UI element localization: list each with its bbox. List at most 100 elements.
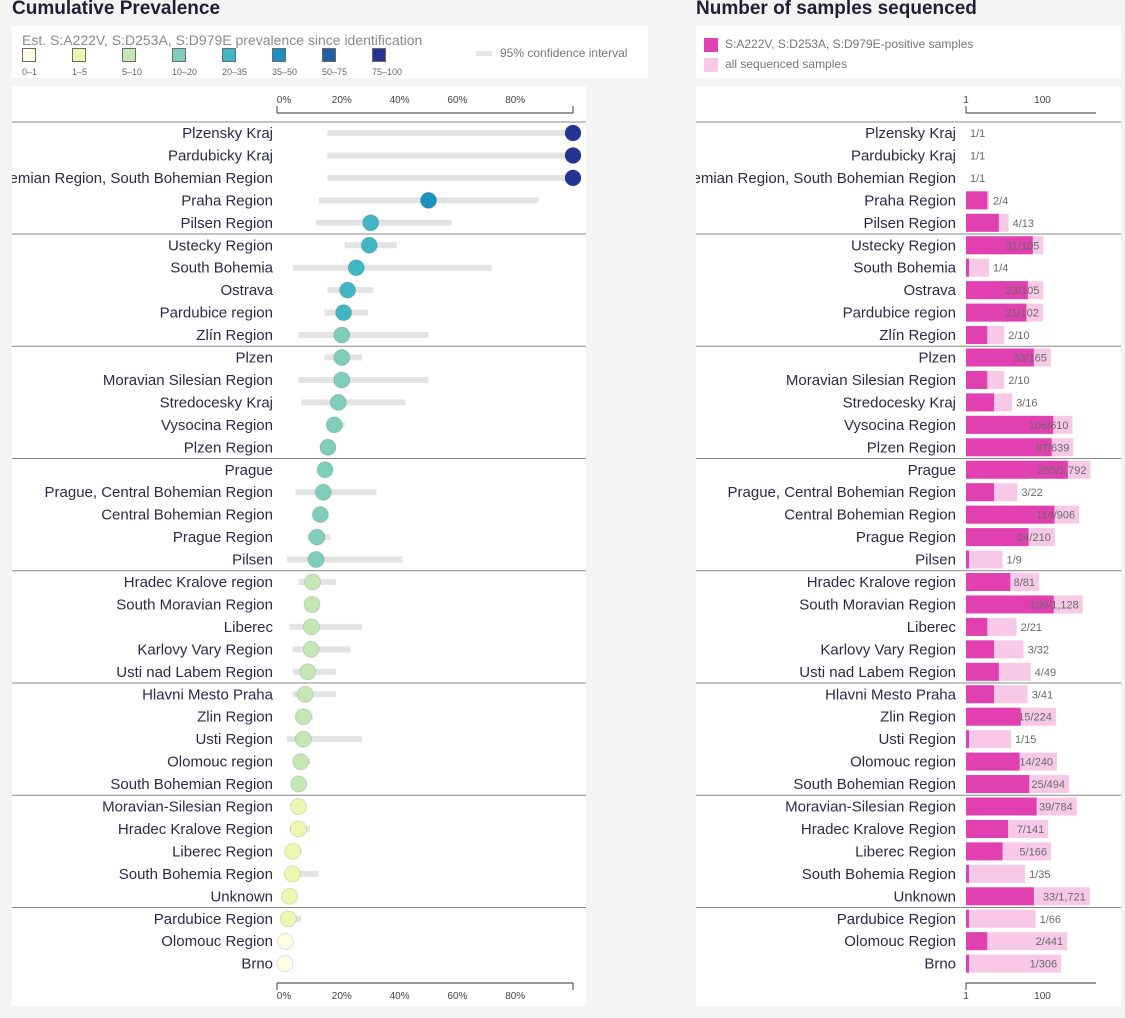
prevalence-row-south-bohemia-region: South Bohemia Region — [119, 865, 319, 883]
prevalence-dot — [284, 842, 302, 860]
samples-row-ostrava: Ostrava 23/105 — [903, 281, 1044, 300]
positive-samples-bar — [966, 483, 995, 502]
sample-count-label: 1/9 — [1007, 555, 1022, 567]
region-label: Hradec Kralove region — [807, 574, 956, 591]
samples-row-pardubice-region: Pardubice Region 1/66 — [837, 909, 1061, 928]
samples-row-liberec: Liberec 2/21 — [907, 617, 1042, 636]
region-label: South Bohemia Region — [119, 866, 273, 883]
region-label: Olomouc Region — [161, 933, 273, 950]
region-label: Zlin Region — [197, 709, 273, 726]
prevalence-row-brno: Brno — [241, 955, 294, 973]
top-axis-tick-label: 20% — [332, 95, 352, 106]
legend-bin-swatch — [322, 48, 336, 62]
ci-legend-label: 95% confidence interval — [500, 46, 628, 60]
region-label: Olomouc region — [850, 754, 956, 771]
sample-count-label: 33/165 — [1013, 353, 1047, 365]
region-label: Prague Region — [856, 529, 956, 546]
prevalence-chart-title: Cumulative Prevalence — [12, 0, 221, 19]
prevalence-dot — [289, 798, 307, 815]
prevalence-row-south-bohemian-region: South Bohemian Region — [110, 775, 308, 793]
region-label: South Bohemia — [853, 260, 956, 277]
prevalence-dot — [319, 438, 337, 456]
prevalence-row-pilsen: Pilsen — [232, 551, 403, 569]
sample-count-label: 33/1,721 — [1043, 891, 1086, 903]
sample-count-label: 21/102 — [1005, 308, 1039, 320]
top-axis-tick-label: 40% — [390, 95, 410, 106]
prevalence-row-plzensky-kraj: Plzensky Kraj — [182, 124, 582, 142]
positive-samples-bar — [966, 864, 969, 883]
samples-row-unknown: Unknown 33/1,721 — [893, 887, 1090, 906]
prevalence-dot — [333, 371, 351, 389]
region-label: Prague Region — [173, 529, 273, 546]
region-label: Liberec Region — [855, 843, 956, 860]
region-label: Liberec Region — [172, 843, 273, 860]
positive-samples-legend-label: S:A222V, S:D253A, S:D979E-positive sampl… — [725, 37, 974, 51]
prevalence-row-central-bohemian-region: Central Bohemian Region — [101, 506, 329, 524]
region-label: South Moravian Region — [799, 596, 956, 613]
region-label: South Bohemian Region, South Bohemian Re… — [696, 170, 956, 187]
legend-bin-label: 35–50 — [272, 67, 298, 77]
prevalence-row-prague-region: Prague Region — [173, 528, 331, 546]
positive-samples-bar — [966, 775, 1030, 794]
region-label: Zlín Region — [196, 327, 273, 344]
positive-samples-bar — [966, 460, 1068, 479]
prevalence-row-pilsen-region: Pilsen Region — [180, 214, 452, 232]
region-label: Pardubicky Kraj — [851, 147, 956, 164]
samples-chart-panel: 1 1 100 100 Plzensky Kraj 1/1 Pardubicky Kraj 1… — [696, 86, 1121, 1006]
positive-samples-swatch — [704, 37, 718, 52]
region-label: Praha Region — [864, 192, 956, 209]
region-label: Pardubice Region — [837, 911, 956, 928]
samples-row-prague: Prague 255/1,792 — [908, 460, 1091, 479]
sample-count-label: 255/1,792 — [1038, 465, 1087, 477]
positive-samples-bar — [966, 595, 1054, 614]
region-label: Stredocesky Kraj — [843, 394, 956, 411]
positive-samples-bar — [966, 573, 1011, 591]
all-samples-bar — [966, 932, 1068, 951]
positive-samples-legend-item: S:A222V, S:D253A, S:D979E-positive sampl… — [704, 37, 973, 52]
prevalence-dot — [299, 663, 317, 681]
legend-bin-6: 50–75 — [322, 48, 370, 78]
positive-samples-bar — [966, 505, 1055, 524]
samples-row-plzen-region: Plzen Region 97/639 — [867, 438, 1074, 457]
legend-bin-2: 5–10 — [122, 48, 170, 78]
prevalence-row-plzen-region: Plzen Region — [184, 438, 337, 456]
sample-count-label: 15/224 — [1018, 712, 1052, 724]
legend-bin-0: 0–1 — [22, 48, 70, 78]
sample-count-label: 1/35 — [1029, 869, 1050, 881]
region-label: Pardubicky Kraj — [168, 147, 273, 164]
prevalence-dot — [360, 236, 378, 254]
prevalence-row-prague: Prague — [225, 461, 334, 479]
prevalence-dot — [290, 775, 308, 793]
prevalence-dot — [307, 551, 325, 569]
bottom-axis-tick-label: 100 — [1034, 991, 1051, 1002]
positive-samples-bar — [966, 617, 988, 636]
region-label: Pilsen — [915, 552, 956, 569]
region-label: Vysocina Region — [844, 417, 956, 434]
samples-row-zlin-region: Zlin Region 15/224 — [880, 707, 1056, 726]
sample-count-label: 2/4 — [993, 195, 1008, 207]
prevalence-dot — [304, 573, 322, 591]
prevalence-row-plzen: Plzen — [235, 349, 363, 367]
positive-samples-bar — [966, 393, 995, 412]
region-label: Hradec Kralove Region — [801, 821, 956, 838]
positive-samples-bar — [966, 730, 969, 749]
region-label: South Moravian Region — [116, 596, 273, 613]
prevalence-row-stredocesky-kraj: Stredocesky Kraj — [160, 393, 406, 411]
samples-legend: S:A222V, S:D253A, S:D979E-positive sampl… — [696, 26, 1121, 78]
prevalence-row-hradec-kralove-region: Hradec Kralove region — [124, 573, 337, 591]
bottom-axis-tick-label: 1 — [963, 991, 969, 1002]
prevalence-dot — [292, 753, 310, 771]
positive-samples-bar — [966, 528, 1029, 547]
sample-count-label: 2/10 — [1008, 375, 1029, 387]
sample-count-label: 1/4 — [993, 263, 1008, 275]
positive-samples-bar — [966, 819, 1009, 838]
positive-samples-bar — [966, 707, 1021, 726]
samples-row-south-bohemian-region: South Bohemian Region 25/494 — [793, 775, 1070, 794]
prevalence-row-pardubice-region: Pardubice Region — [154, 910, 302, 928]
legend-bin-swatch — [72, 48, 86, 62]
prevalence-dot — [294, 730, 312, 748]
region-label: Zlín Region — [879, 327, 956, 344]
region-label: Ustecky Region — [851, 237, 956, 254]
legend-bin-swatch — [172, 48, 186, 62]
all-samples-bar — [966, 909, 1036, 928]
